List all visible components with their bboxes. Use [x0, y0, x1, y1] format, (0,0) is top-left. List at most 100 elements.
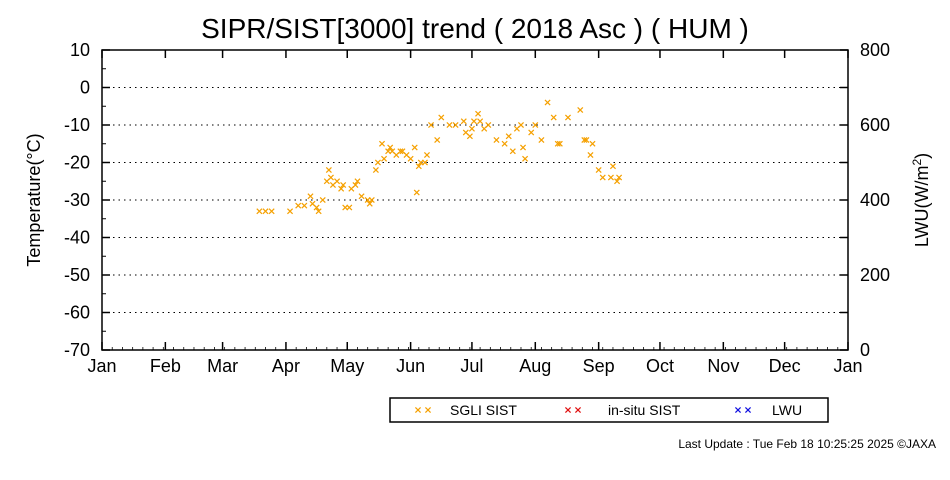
data-point — [505, 133, 512, 140]
data-point — [307, 193, 314, 200]
data-point — [407, 155, 414, 162]
data-point — [522, 155, 529, 162]
data-point — [327, 174, 334, 181]
data-point — [564, 114, 572, 121]
data-point — [517, 121, 525, 129]
y-axis-label: Temperature(°C) — [24, 133, 44, 266]
data-point — [378, 140, 386, 147]
data-point — [477, 118, 484, 125]
x-tick-label: May — [330, 356, 364, 376]
legend-box — [389, 397, 829, 423]
data-point — [607, 174, 614, 181]
data-point — [411, 144, 418, 151]
plot-frame — [101, 49, 849, 351]
data-point — [421, 159, 428, 166]
legend-marker — [744, 406, 752, 414]
data-point — [587, 151, 594, 159]
data-point — [556, 140, 563, 147]
data-point — [366, 200, 373, 207]
x-tick-label: Apr — [272, 356, 300, 376]
data-point — [532, 121, 539, 129]
x-tick-label: Jan — [87, 356, 116, 376]
data-point — [313, 204, 320, 211]
data-point — [325, 166, 332, 174]
y2-tick-label: 600 — [860, 115, 890, 135]
legend-marker — [734, 406, 742, 414]
last-update-footer: Last Update : Tue Feb 18 10:25:25 2025 ©… — [678, 437, 936, 451]
y-tick-label: -10 — [64, 115, 90, 135]
y2-tick-label: 0 — [860, 340, 870, 360]
legend: SGLI SIST in-situ SIST LWU — [389, 397, 829, 423]
data-point — [520, 144, 527, 151]
legend-marker — [574, 406, 582, 414]
data-point — [544, 99, 551, 106]
data-point — [319, 196, 326, 204]
data-point — [358, 193, 365, 200]
data-point — [334, 178, 341, 185]
data-point — [338, 185, 345, 192]
data-point — [554, 140, 561, 147]
data-point — [415, 163, 422, 170]
right-axis: 800 600 400 200 0 — [860, 40, 890, 360]
legend-label: LWU — [772, 402, 802, 418]
legend-label: SGLI SIST — [450, 402, 517, 418]
data-point — [538, 136, 545, 144]
legend-marker — [564, 406, 572, 414]
data-point — [381, 155, 388, 162]
data-point — [287, 208, 294, 215]
y2-axis-label: LWU(W/m2) — [910, 153, 932, 247]
x-tick-label: Feb — [150, 356, 181, 376]
y2-tick-label: 200 — [860, 265, 890, 285]
y-tick-label: -30 — [64, 190, 90, 210]
data-point — [583, 136, 590, 144]
data-point — [423, 151, 430, 159]
data-point — [354, 178, 361, 185]
legend-marker — [414, 406, 422, 414]
data-point — [577, 106, 584, 114]
data-point — [475, 110, 482, 117]
data-points — [256, 99, 623, 215]
data-point — [616, 174, 623, 181]
data-point — [397, 148, 404, 155]
data-point — [581, 136, 588, 144]
data-point — [346, 204, 353, 211]
y-tick-label: 0 — [80, 78, 90, 98]
data-point — [460, 118, 467, 125]
data-point — [438, 114, 445, 121]
data-point — [589, 140, 596, 147]
x-tick-label: Nov — [707, 356, 739, 376]
data-point — [387, 144, 394, 151]
y-tick-label: -50 — [64, 265, 90, 285]
data-point — [295, 202, 302, 209]
x-tick-label: Mar — [207, 356, 238, 376]
x-tick-label: Oct — [646, 356, 674, 376]
x-axis: Jan Feb Mar Apr May Jun Jul Aug Sep Oct Nov Dec Jan — [87, 50, 863, 376]
legend-label: in-situ SIST — [608, 402, 681, 418]
data-point — [301, 202, 308, 209]
data-point — [374, 159, 381, 166]
data-point — [550, 114, 557, 121]
data-point — [428, 121, 435, 129]
data-point — [614, 178, 621, 185]
left-axis: 10 0 -10 -20 -30 -40 -50 -60 -70 — [64, 40, 848, 360]
data-point — [609, 163, 616, 170]
grid-lines — [102, 87, 848, 313]
data-point — [470, 118, 478, 125]
legend-marker — [424, 406, 432, 414]
y2-tick-label: 800 — [860, 40, 890, 60]
x-tick-label: Jun — [396, 356, 425, 376]
data-point — [262, 208, 269, 215]
y-tick-label: -20 — [64, 153, 90, 173]
x-tick-label: Sep — [583, 356, 615, 376]
data-point — [452, 121, 459, 129]
data-point — [528, 129, 535, 136]
data-point — [372, 166, 379, 174]
data-point — [340, 181, 347, 189]
x-tick-label: Aug — [519, 356, 551, 376]
y2-tick-label: 400 — [860, 190, 890, 210]
data-point — [501, 140, 508, 147]
data-point — [595, 166, 602, 174]
data-point — [485, 121, 492, 129]
y-tick-label: -60 — [64, 303, 90, 323]
